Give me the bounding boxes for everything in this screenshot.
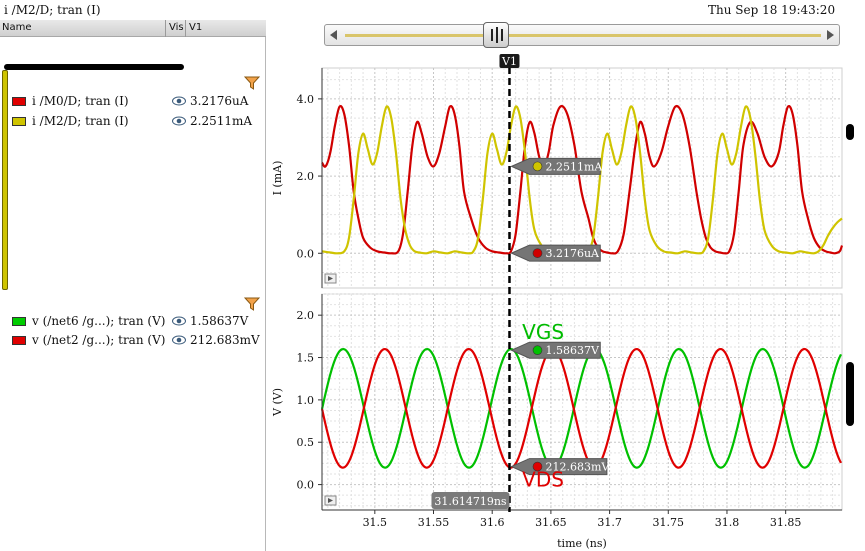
cursor-label: V1 <box>501 55 517 68</box>
strip-divider-handle[interactable] <box>4 64 184 70</box>
x-tick-label: 31.5 <box>363 516 388 529</box>
intercept-value: 1.58637V <box>545 344 599 357</box>
series-line-1-1[interactable] <box>320 347 843 469</box>
x-axis-label: time (ns) <box>557 537 607 550</box>
intercept-marker[interactable]: 2.2511mA <box>510 157 603 175</box>
signal-value: 2.2511mA <box>190 114 253 128</box>
signal-color-swatch <box>12 336 26 345</box>
signal-value: 3.2176uA <box>190 94 249 108</box>
intercept-dot <box>532 161 543 172</box>
y-scroll-handle[interactable] <box>846 124 854 140</box>
intercept-dot <box>532 345 543 356</box>
x-tick-label: 31.75 <box>653 516 685 529</box>
signal-list-header: Name Vis V1 <box>0 20 266 37</box>
funnel-icon[interactable] <box>244 76 260 90</box>
y-tick-label: 1.5 <box>297 352 315 365</box>
intercept-value: 212.683mV <box>545 461 610 474</box>
column-header-vis[interactable]: Vis <box>169 22 184 33</box>
signal-browser-panel <box>0 20 266 551</box>
scroll-left-icon[interactable] <box>330 30 337 40</box>
intercept-dot <box>532 461 543 472</box>
intercept-dot <box>532 248 543 258</box>
y-tick-label: 2.0 <box>297 309 315 322</box>
eye-icon[interactable] <box>172 316 186 326</box>
scroll-thumb[interactable] <box>483 22 509 48</box>
intercept-value: 2.2511mA <box>545 160 603 173</box>
y-scroll-handle[interactable] <box>846 362 854 426</box>
play-triangle-icon <box>328 498 333 503</box>
time-scrollbar[interactable] <box>324 22 840 48</box>
signal-color-swatch <box>12 117 26 126</box>
strip-selection-bar[interactable] <box>2 70 8 290</box>
eye-icon[interactable] <box>172 335 186 345</box>
play-triangle-icon <box>328 276 333 281</box>
plot-frame <box>321 293 843 511</box>
intercept-marker[interactable]: 1.58637V <box>510 341 601 359</box>
cursor-readout-box <box>431 492 510 509</box>
scroll-track[interactable] <box>345 34 821 37</box>
cursor-time-readout: 31.614719ns <box>434 495 507 508</box>
column-header-v1[interactable]: V1 <box>189 22 203 33</box>
intercept-label-box <box>510 341 601 359</box>
x-tick-label: 31.7 <box>597 516 622 529</box>
signal-name: i /M0/D; tran (I) <box>32 94 129 108</box>
y-tick-label: 2.0 <box>297 170 315 183</box>
funnel-icon[interactable] <box>244 297 260 311</box>
x-tick-label: 31.65 <box>535 516 567 529</box>
intercept-marker[interactable]: 3.2176uA <box>510 244 601 262</box>
annotation-vds: VDS <box>522 467 564 491</box>
y-tick-label: 0.0 <box>297 247 315 260</box>
x-tick-label: 31.6 <box>480 516 505 529</box>
y-axis-label-voltage: V (V) <box>271 388 284 417</box>
intercept-label-box <box>510 157 601 175</box>
column-header-name[interactable]: Name <box>2 22 32 33</box>
signal-value: 212.683mV <box>190 333 260 347</box>
x-tick-label: 31.8 <box>715 516 740 529</box>
window-title: i /M2/D; tran (I) <box>4 3 101 17</box>
signal-color-swatch <box>12 317 26 326</box>
y-tick-label: 4.0 <box>297 93 315 106</box>
y-tick-label: 0.0 <box>297 479 315 492</box>
timestamp: Thu Sep 18 19:43:20 <box>708 3 836 17</box>
y-tick-label: 0.5 <box>297 436 315 449</box>
annotation-vgs: VGS <box>522 320 564 344</box>
signal-name: v (/net2 /g...); tran (V) <box>32 333 166 347</box>
scroll-right-icon[interactable] <box>827 30 834 40</box>
eye-icon[interactable] <box>172 116 186 126</box>
y-tick-label: 1.0 <box>297 394 315 407</box>
signal-value: 1.58637V <box>190 314 249 328</box>
intercept-marker[interactable]: 212.683mV <box>510 458 610 476</box>
signal-name: v (/net6 /g...); tran (V) <box>32 314 166 328</box>
series-line-0-0[interactable] <box>321 105 844 255</box>
intercept-value: 3.2176uA <box>545 247 600 260</box>
intercept-label-box <box>510 244 601 262</box>
cursor-label-box[interactable] <box>499 54 520 68</box>
eye-icon[interactable] <box>172 96 186 106</box>
x-tick-label: 31.85 <box>770 516 802 529</box>
signal-name: i /M2/D; tran (I) <box>32 114 129 128</box>
series-line-1-0[interactable] <box>320 347 843 469</box>
x-tick-label: 31.55 <box>418 516 450 529</box>
signal-color-swatch <box>12 97 26 106</box>
y-axis-label-current: I (mA) <box>271 161 284 196</box>
